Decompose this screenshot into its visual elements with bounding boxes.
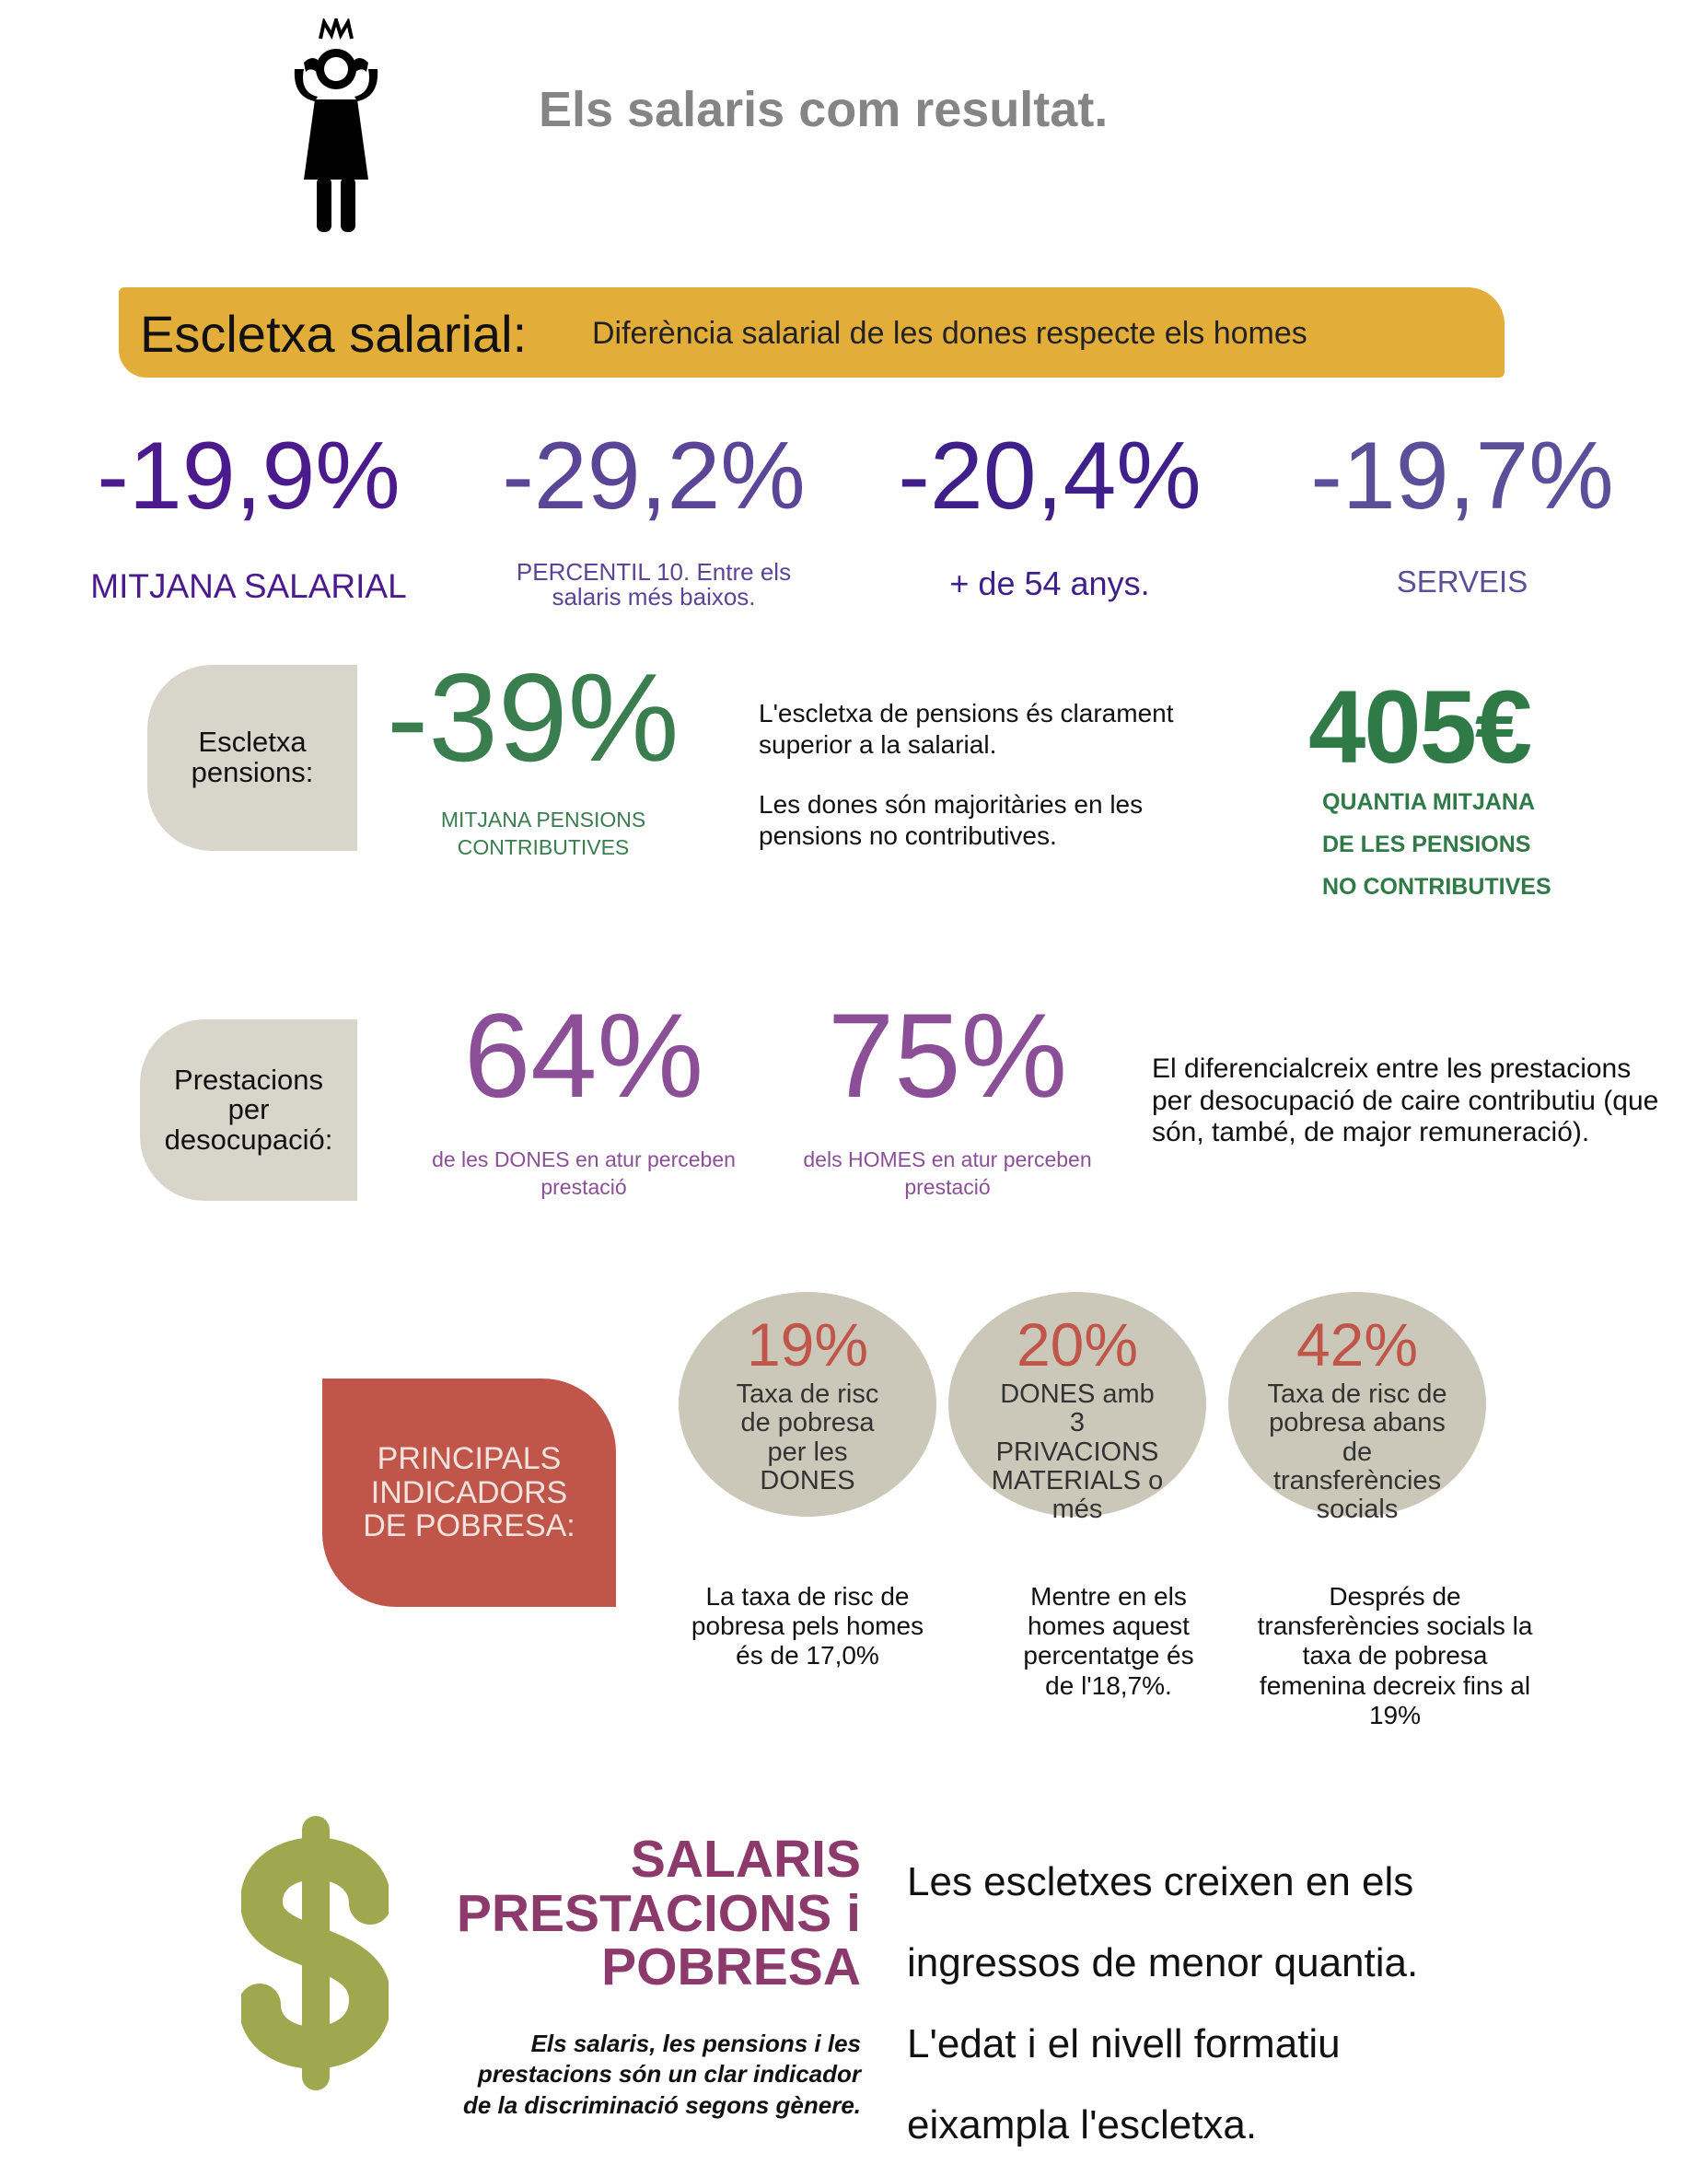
footer-text-line: eixampla l'escletxa. bbox=[907, 2102, 1258, 2147]
indicator-value: 42% bbox=[1296, 1310, 1419, 1379]
pensions-text: Les dones són majoritàries en les pensio… bbox=[759, 790, 1144, 850]
unemployment-box: Prestacions per desocupació: bbox=[140, 1019, 357, 1201]
unemployment-text: El diferencialcreix entre les prestacion… bbox=[1152, 1053, 1659, 1147]
pensions-box: Escletxa pensions: bbox=[147, 665, 357, 851]
indicator-circle: 20% DONES amb 3 PRIVACIONS MATERIALS o mé… bbox=[948, 1292, 1206, 1524]
stat-label: PERCENTIL 10. Entre els salaris més baix… bbox=[516, 558, 792, 611]
men-label: dels HOMES en atur perceben prestació bbox=[803, 1147, 1092, 1199]
page-title: Els salaris com resultat. bbox=[539, 82, 1109, 137]
pensions-value: -39% bbox=[387, 647, 680, 787]
footer-title: SALARIS PRESTACIONS i POBRESA bbox=[368, 1833, 861, 1995]
pensions-label: MITJANA PENSIONS CONTRIBUTIVES bbox=[440, 808, 646, 859]
woman-icon bbox=[294, 18, 378, 232]
stat-label: + de 54 anys. bbox=[949, 564, 1150, 602]
indicator-value: 20% bbox=[1016, 1310, 1139, 1379]
footer-subtitle: Els salaris, les pensions i les prestaci… bbox=[462, 2030, 861, 2119]
poverty-box: PRINCIPALS INDICADORS DE POBRESA: bbox=[322, 1379, 616, 1607]
stat-value: -19,7% bbox=[1310, 423, 1614, 529]
footer-title-line: POBRESA bbox=[601, 1937, 861, 1997]
stat-value: -29,2% bbox=[502, 423, 806, 529]
indicator-circle: 19% Taxa de risc de pobresa per les DONES bbox=[679, 1292, 936, 1517]
indicator-note: Mentre en els homes aquest percentatge é… bbox=[1023, 1582, 1194, 1700]
indicator-value: 19% bbox=[746, 1310, 869, 1379]
men-value: 75% bbox=[827, 988, 1068, 1123]
indicator-label: Taxa de risc de pobresa per les DONES bbox=[736, 1379, 879, 1495]
women-label: de les DONES en atur perceben prestació bbox=[432, 1147, 736, 1199]
amount-label: DE LES PENSIONS bbox=[1322, 832, 1531, 857]
indicator-note: La taxa de risc de pobresa pels homes és… bbox=[691, 1582, 924, 1670]
banner bbox=[119, 287, 1505, 378]
footer-title-line: PRESTACIONS i bbox=[456, 1883, 861, 1943]
banner-subtitle: Diferència salarial de les dones respect… bbox=[592, 316, 1307, 351]
footer-text-line: L'edat i el nivell formatiu bbox=[907, 2021, 1341, 2066]
women-value: 64% bbox=[463, 988, 704, 1123]
indicator-label: DONES amb 3 PRIVACIONS MATERIALS o més bbox=[991, 1379, 1164, 1525]
banner-title: Escletxa salarial: bbox=[140, 305, 528, 363]
unemployment-title: Prestacions per desocupació: bbox=[164, 1063, 333, 1156]
indicator-note: Després de transferències socials la tax… bbox=[1257, 1582, 1533, 1729]
pensions-amount: 405€ bbox=[1308, 669, 1532, 785]
footer-text: Les escletxes creixen en els ingressos d… bbox=[907, 1842, 1418, 2166]
amount-label: NO CONTRIBUTIVES bbox=[1322, 874, 1551, 900]
footer-text-line: ingressos de menor quantia. bbox=[907, 1940, 1419, 1985]
stat-value: -20,4% bbox=[898, 423, 1202, 529]
amount-label: QUANTIA MITJANA bbox=[1322, 789, 1536, 815]
stat-label: MITJANA SALARIAL bbox=[90, 567, 407, 605]
dollar-icon bbox=[241, 1816, 389, 2090]
pensions-text: L'escletxa de pensions és clarament supe… bbox=[759, 699, 1174, 759]
footer-title-line: SALARIS bbox=[630, 1830, 861, 1889]
pensions-title: Escletxa pensions: bbox=[191, 726, 314, 788]
footer-text-line: Les escletxes creixen en els bbox=[907, 1859, 1414, 1904]
indicator-label: Taxa de risc de pobresa abans de transfe… bbox=[1267, 1379, 1447, 1525]
indicator-circle: 42% Taxa de risc de pobresa abans de tran… bbox=[1228, 1292, 1486, 1524]
stat-label: SERVEIS bbox=[1396, 564, 1528, 599]
poverty-title: PRINCIPALS INDICADORS DE POBRESA: bbox=[363, 1440, 575, 1544]
stat-value: -19,9% bbox=[97, 423, 401, 529]
